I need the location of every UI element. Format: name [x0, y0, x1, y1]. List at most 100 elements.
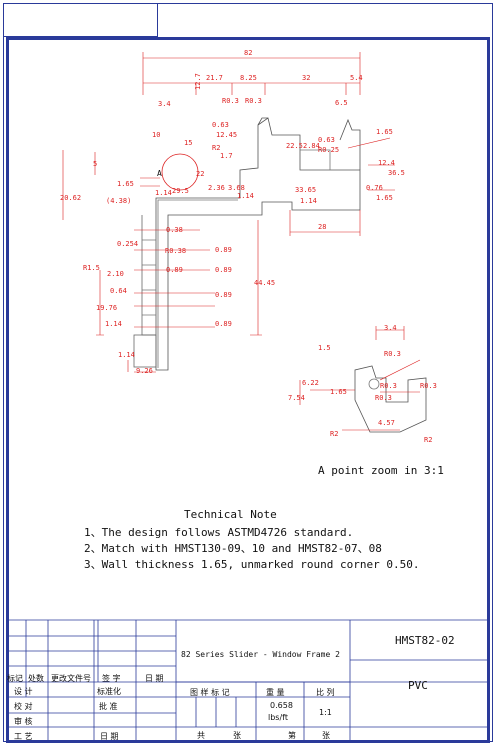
dimension-label: 12.4 — [378, 159, 395, 167]
drawing-code: HMST82-02 — [395, 634, 455, 647]
dimension-label: R2 — [330, 430, 338, 438]
label-count: 处数 — [28, 674, 44, 683]
dimension-label: R0.38 — [165, 247, 186, 255]
label-process: 工 艺 — [14, 732, 33, 741]
dimension-label: 82 — [244, 49, 252, 57]
label-mark: 标记 — [7, 674, 23, 683]
dimension-label: 1.65 — [376, 194, 393, 202]
dimension-label: 1.14 — [118, 351, 135, 359]
dimension-label: 1.5 — [318, 344, 331, 352]
dimension-label: 28 — [318, 223, 326, 231]
dimension-label: R2 — [424, 436, 432, 444]
dimension-label: 2.36 — [208, 184, 225, 192]
dimension-label: 20.62 — [60, 194, 81, 202]
point-a-label: A — [157, 169, 162, 178]
label-scale: 比 列 — [316, 688, 335, 697]
dimension-label: 0.38 — [166, 226, 183, 234]
dimension-label: 1.65 — [376, 128, 393, 136]
product-name: 82 Series Slider - Window Frame 2 — [181, 650, 340, 659]
dimension-label: 0.254 — [117, 240, 138, 248]
note-line-1: 1、The design follows ASTMD4726 standard. — [84, 526, 354, 539]
dimension-label: 3.4 — [158, 100, 171, 108]
label-weight: 重 量 — [266, 688, 285, 697]
dimension-label: 2.10 — [107, 270, 124, 278]
dimension-label: 9.26 — [136, 367, 153, 375]
label-index: 第 — [288, 731, 296, 740]
scale-value: 1:1 — [319, 708, 332, 717]
dimension-label: 1.14 — [105, 320, 122, 328]
dimension-label: 0.76 — [366, 184, 383, 192]
dimension-label: 1.65 — [330, 388, 347, 396]
label-check: 校 对 — [14, 702, 33, 711]
dimension-label: 1.14 — [300, 197, 317, 205]
label-sign: 签 字 — [102, 674, 121, 683]
dimension-label: R0.3 — [384, 350, 401, 358]
label-total: 共 — [197, 731, 205, 740]
dimension-label: 12.45 — [216, 131, 237, 139]
dimension-label: R0.3 — [245, 97, 262, 105]
dimension-label: R0.3 — [375, 394, 392, 402]
corner-stamp-box — [3, 3, 158, 37]
dimension-label: 44.45 — [254, 279, 275, 287]
dimension-label: 5 — [93, 160, 97, 168]
dimension-label: R0.3 — [380, 382, 397, 390]
dimension-label: 33.65 — [295, 186, 316, 194]
dimension-label: 1.65 — [117, 180, 134, 188]
dimension-label: 1.14 — [237, 192, 254, 200]
material: PVC — [408, 679, 428, 692]
label-sheet: 张 — [233, 731, 241, 740]
dimension-label: 0.89 — [215, 266, 232, 274]
dimension-label: 10 — [152, 131, 160, 139]
dimension-label: 8.25 — [240, 74, 257, 82]
note-line-2: 2、Match with HMST130-09、10 and HMST82-07… — [84, 542, 382, 555]
dimension-label: 36.5 — [388, 169, 405, 177]
dimension-label: 29.5 — [172, 187, 189, 195]
dimension-label: 0.64 — [110, 287, 127, 295]
dimension-label: 12.7 — [194, 73, 202, 90]
zoom-detail-outline — [354, 365, 427, 433]
inner-border — [6, 37, 490, 743]
label-standardize: 标准化 — [97, 687, 121, 696]
label-date: 日 期 — [145, 674, 164, 683]
dimension-label: 19.76 — [96, 304, 117, 312]
dimension-label: R0.25 — [318, 146, 339, 154]
label-pattern-mark: 图 样 标 记 — [190, 688, 230, 697]
dimension-label: 3.68 — [228, 184, 245, 192]
label-date2: 日 期 — [100, 732, 119, 741]
dimension-label: 0.89 — [215, 320, 232, 328]
dimension-label: 0.63 — [212, 121, 229, 129]
weight-value: 0.658 — [270, 701, 293, 710]
dimension-label: 3.4 — [384, 324, 397, 332]
label-approve: 批 准 — [99, 702, 118, 711]
dimension-label: 6.5 — [335, 99, 348, 107]
note-line-3: 3、Wall thickness 1.65, unmarked round co… — [84, 558, 420, 571]
dimension-label: R1.5 — [83, 264, 100, 272]
label-design: 设 计 — [14, 687, 33, 696]
dimension-label: 21.7 — [206, 74, 223, 82]
dimension-label: 22 — [196, 170, 204, 178]
dimension-label: 1.14 — [155, 189, 172, 197]
dimension-label: 0.89 — [215, 291, 232, 299]
dimension-label: (4.38) — [106, 197, 131, 205]
zoom-caption: A point zoom in 3:1 — [318, 464, 444, 477]
dimension-label: 0.63 — [318, 136, 335, 144]
dimension-label: 5.4 — [350, 74, 363, 82]
dimension-label: 1.7 — [220, 152, 233, 160]
dimension-label: 7.54 — [288, 394, 305, 402]
label-change-doc: 更改文件号 — [51, 674, 91, 683]
technical-note-title: Technical Note — [184, 508, 277, 521]
label-review: 审 核 — [14, 717, 33, 726]
dimension-label: 22.5 — [286, 142, 303, 150]
dimension-label: 2.84 — [303, 142, 320, 150]
dimension-label: 15 — [184, 139, 192, 147]
label-sheet2: 张 — [322, 731, 330, 740]
dimension-label: 0.89 — [215, 246, 232, 254]
dimension-label: R2 — [212, 144, 220, 152]
dimension-label: 0.89 — [166, 266, 183, 274]
dimension-label: R0.3 — [420, 382, 437, 390]
weight-unit: lbs/ft — [268, 713, 288, 722]
dimension-label: 4.57 — [378, 419, 395, 427]
